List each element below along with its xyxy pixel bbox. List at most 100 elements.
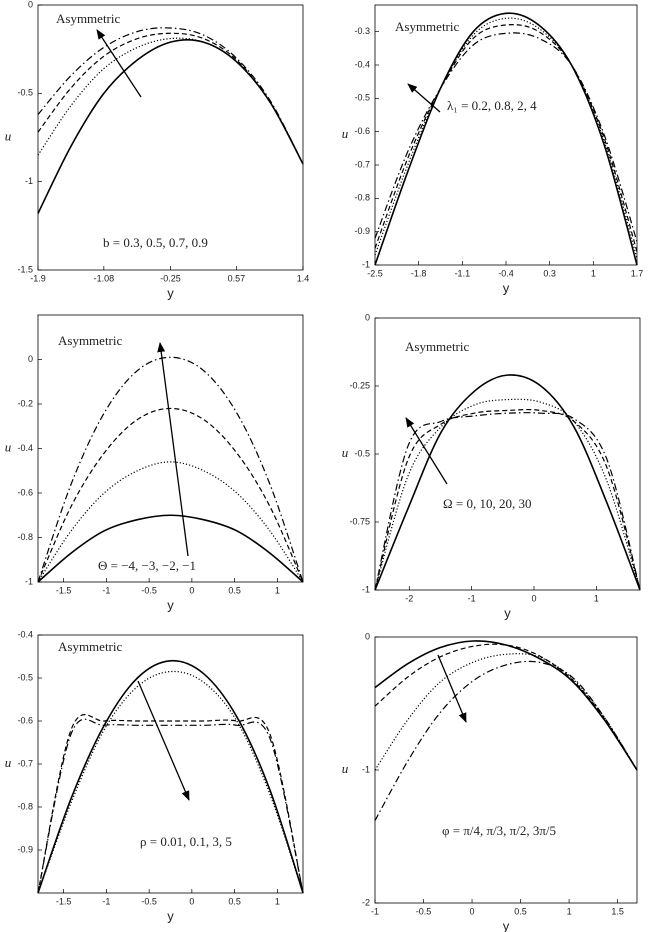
y-tick-label: -0.6 bbox=[17, 487, 33, 497]
annotation: Asymmetric bbox=[58, 639, 122, 654]
y-tick-label: 0 bbox=[365, 631, 370, 641]
y-tick-label: -0.9 bbox=[354, 226, 370, 236]
arrow bbox=[407, 83, 441, 113]
x-tick-label: -2 bbox=[405, 593, 413, 603]
x-tick-label: 0.57 bbox=[228, 273, 246, 283]
y-axis-label: u bbox=[5, 439, 12, 454]
curve bbox=[37, 407, 304, 583]
x-tick-label: 0 bbox=[189, 896, 194, 906]
annotation: λ₁ = 0.2, 0.8, 2, 4 bbox=[447, 98, 537, 113]
x-tick-label: 0.5 bbox=[228, 585, 241, 595]
curve bbox=[374, 12, 638, 266]
curve bbox=[37, 356, 304, 583]
x-tick-label: -1 bbox=[102, 585, 110, 595]
curve bbox=[374, 408, 641, 591]
y-tick-label: 0 bbox=[28, 0, 33, 9]
x-tick-label: -0.25 bbox=[160, 273, 181, 283]
y-axis-label: u bbox=[342, 445, 349, 460]
x-axis-label: y bbox=[167, 597, 174, 612]
y-axis-label: u bbox=[342, 761, 349, 776]
y-tick-label: -0.8 bbox=[17, 532, 33, 542]
x-tick-label: -2.5 bbox=[367, 268, 383, 278]
y-tick-label: -0.7 bbox=[354, 159, 370, 169]
arrow bbox=[137, 680, 190, 801]
plot-frame bbox=[374, 4, 638, 266]
y-tick-label: -0.5 bbox=[17, 88, 33, 98]
y-tick-label: -0.4 bbox=[354, 59, 370, 69]
arrow bbox=[437, 654, 467, 723]
y-tick-label: -0.6 bbox=[17, 715, 33, 725]
x-tick-label: -1 bbox=[468, 593, 476, 603]
curve bbox=[374, 398, 641, 591]
x-tick-label: -1 bbox=[371, 906, 379, 916]
x-tick-label: 1 bbox=[594, 593, 599, 603]
x-tick-label: -1.08 bbox=[94, 273, 115, 283]
x-tick-label: 1 bbox=[591, 268, 596, 278]
y-tick-label: -1 bbox=[25, 176, 33, 186]
x-axis-label: y bbox=[167, 285, 174, 300]
y-tick-label: -0.6 bbox=[354, 126, 370, 136]
x-tick-label: -0.5 bbox=[416, 906, 432, 916]
y-tick-label: -0.2 bbox=[17, 398, 33, 408]
curve bbox=[37, 718, 304, 894]
x-tick-label: -1.8 bbox=[411, 268, 427, 278]
curve bbox=[374, 17, 638, 259]
curve bbox=[374, 374, 641, 591]
y-tick-label: -0.3 bbox=[354, 26, 370, 36]
x-tick-label: -1.1 bbox=[455, 268, 471, 278]
x-tick-label: 0 bbox=[189, 585, 194, 595]
x-tick-label: 0.5 bbox=[228, 896, 241, 906]
curve bbox=[37, 659, 304, 894]
curve bbox=[374, 32, 638, 242]
y-tick-label: -0.5 bbox=[17, 672, 33, 682]
curve bbox=[37, 32, 304, 165]
y-tick-label: -1 bbox=[362, 584, 370, 594]
x-tick-label: 1.4 bbox=[297, 273, 310, 283]
x-tick-label: -1.5 bbox=[56, 585, 72, 595]
arrow bbox=[405, 417, 448, 485]
plot-frame bbox=[37, 4, 304, 271]
x-tick-label: -0.4 bbox=[498, 268, 514, 278]
annotation: Asymmetric bbox=[58, 333, 122, 348]
arrow bbox=[157, 342, 189, 557]
y-axis-label: u bbox=[5, 128, 12, 143]
annotation: b = 0.3, 0.5, 0.7, 0.9 bbox=[103, 235, 208, 250]
annotation: ρ = 0.01, 0.1, 3, 5 bbox=[140, 834, 232, 849]
annotation: φ = π/4, π/3, π/2, 3π/5 bbox=[442, 823, 556, 838]
y-axis-label: u bbox=[5, 755, 12, 770]
y-tick-label: -0.8 bbox=[354, 193, 370, 203]
y-tick-label: 0 bbox=[28, 354, 33, 364]
y-tick-label: -1 bbox=[362, 259, 370, 269]
curve bbox=[37, 27, 304, 165]
y-tick-label: -0.5 bbox=[354, 93, 370, 103]
x-tick-label: -1.5 bbox=[56, 896, 72, 906]
x-axis-label: y bbox=[503, 918, 510, 932]
y-tick-label: -0.4 bbox=[17, 443, 33, 453]
x-tick-label: -0.5 bbox=[141, 896, 157, 906]
y-tick-label: -0.7 bbox=[17, 758, 33, 768]
annotation: Ω = 0, 10, 20, 30 bbox=[443, 496, 532, 511]
x-tick-label: 1.7 bbox=[631, 268, 644, 278]
annotation: Asymmetric bbox=[56, 11, 120, 26]
x-axis-label: y bbox=[503, 280, 510, 295]
x-tick-label: -0.5 bbox=[141, 585, 157, 595]
curve bbox=[37, 714, 304, 894]
annotation: Asymmetric bbox=[395, 19, 459, 34]
y-tick-label: -1 bbox=[362, 764, 370, 774]
y-tick-label: -2 bbox=[362, 897, 370, 907]
curve bbox=[374, 660, 638, 821]
x-tick-label: 1 bbox=[275, 896, 280, 906]
curve bbox=[374, 643, 638, 771]
x-tick-label: -1 bbox=[102, 896, 110, 906]
plot-frame bbox=[37, 634, 304, 894]
curve bbox=[374, 412, 641, 591]
annotation: Θ = −4, −3, −2, −1 bbox=[98, 558, 196, 573]
y-tick-label: -0.25 bbox=[349, 380, 370, 390]
y-axis-label: u bbox=[342, 126, 349, 141]
y-tick-label: -0.9 bbox=[17, 844, 33, 854]
y-tick-label: 0 bbox=[365, 312, 370, 322]
curve bbox=[37, 38, 304, 214]
x-tick-label: 1 bbox=[275, 585, 280, 595]
y-tick-label: -0.75 bbox=[349, 516, 370, 526]
y-tick-label: -0.8 bbox=[17, 801, 33, 811]
